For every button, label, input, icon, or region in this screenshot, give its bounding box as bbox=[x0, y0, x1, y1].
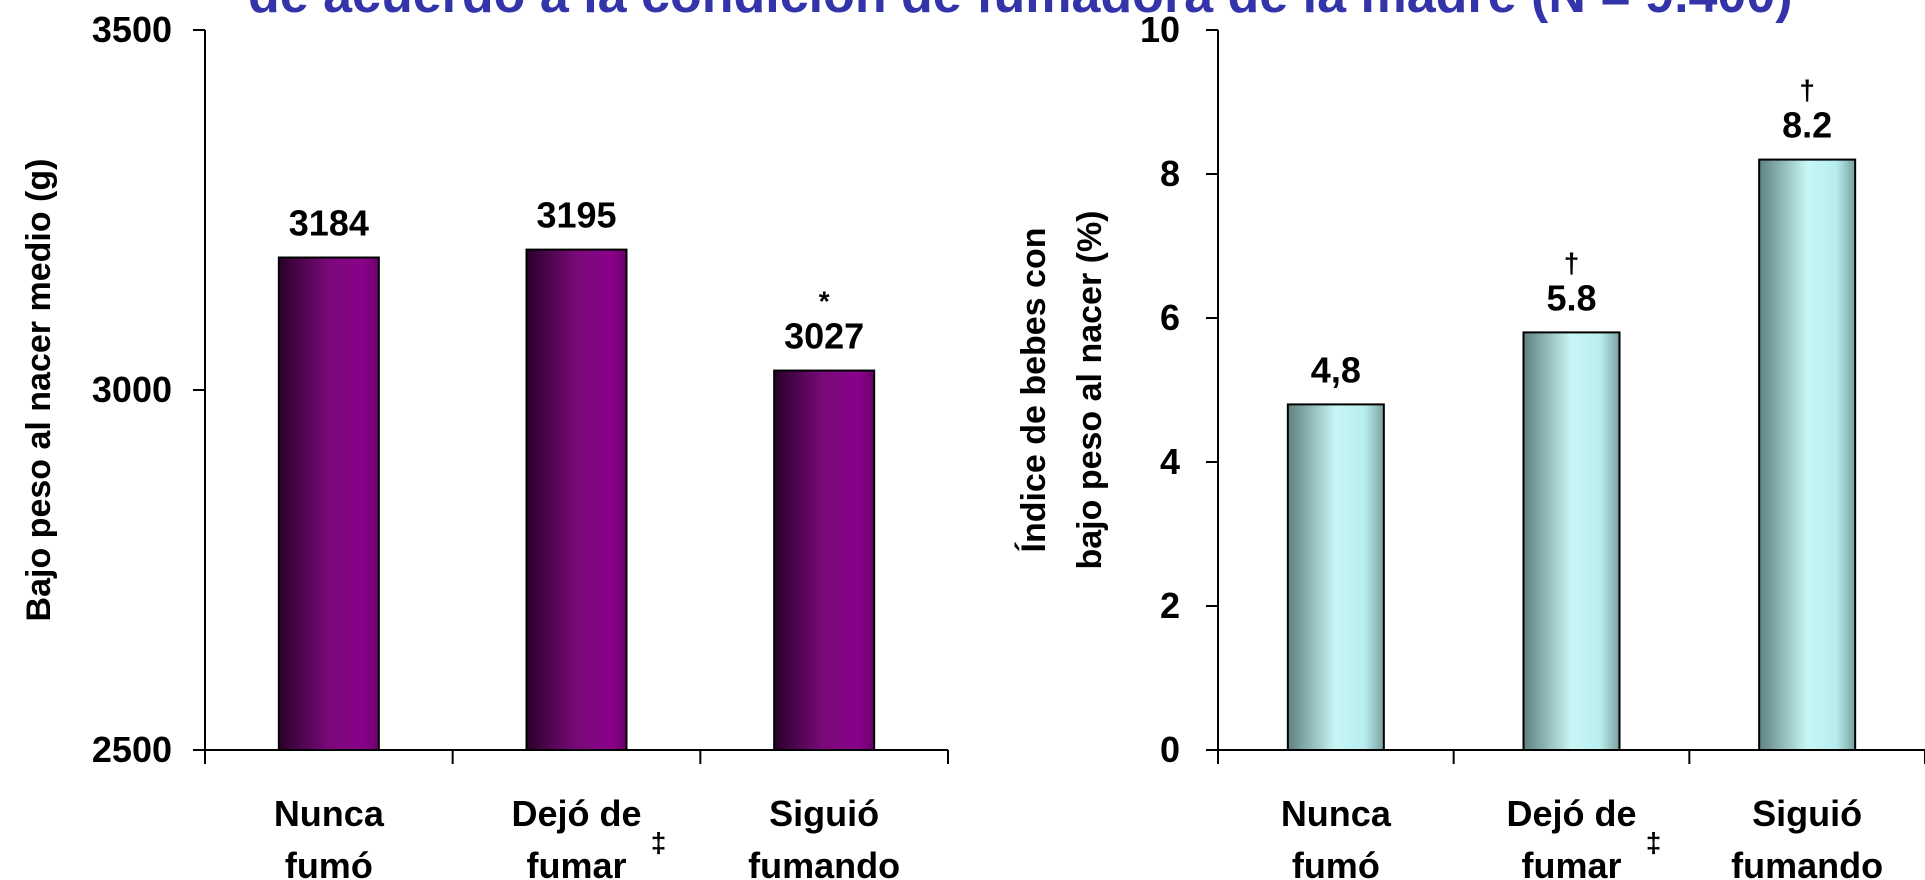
y-tick-label: 3000 bbox=[92, 369, 172, 410]
y-tick-label: 6 bbox=[1160, 297, 1180, 338]
y-axis-title: Índice de bebes con bbox=[1015, 228, 1053, 553]
bar bbox=[1286, 403, 1385, 751]
x-category-label: fumar bbox=[1521, 845, 1621, 880]
y-tick-label: 8 bbox=[1160, 153, 1180, 194]
bar bbox=[1758, 158, 1857, 752]
bar bbox=[525, 248, 628, 751]
bar-value-label: 4,8 bbox=[1311, 349, 1361, 390]
significance-mark: * bbox=[819, 286, 830, 317]
bar-value-label: 3027 bbox=[784, 316, 864, 357]
x-category-label: fumando bbox=[748, 845, 900, 880]
significance-mark: † bbox=[1564, 247, 1580, 278]
bar-value-label: 8.2 bbox=[1782, 105, 1832, 146]
bar-value-label: 3184 bbox=[289, 203, 369, 244]
chart-title: de acuerdo a la condición de fumadora de… bbox=[248, 0, 1793, 24]
y-tick-label: 2500 bbox=[92, 729, 172, 770]
x-category-label: fumó bbox=[1292, 845, 1380, 880]
chart-left: 2500 3000 3500 3184 Nunca fumó 3195 Dejó de fuma… bbox=[20, 9, 949, 880]
y-tick-label: 3500 bbox=[92, 9, 172, 50]
x-category-label: fumando bbox=[1731, 845, 1883, 880]
bar-value-label: 5.8 bbox=[1546, 277, 1596, 318]
significance-mark: † bbox=[1799, 75, 1815, 106]
y-tick-label: 2 bbox=[1160, 585, 1180, 626]
x-category-label: fumó bbox=[285, 845, 373, 880]
x-category-label: Siguió bbox=[1752, 793, 1862, 834]
x-category-label: Nunca bbox=[274, 793, 385, 834]
y-tick-label: 0 bbox=[1160, 729, 1180, 770]
x-category-label: fumar bbox=[526, 845, 626, 880]
x-category-label: Dejó de bbox=[1506, 793, 1636, 834]
bar-value-label: 3195 bbox=[536, 195, 616, 236]
y-axis-title: bajo peso al nacer (%) bbox=[1071, 211, 1109, 570]
category-mark: ‡ bbox=[1646, 827, 1662, 858]
x-category-label: Siguió bbox=[769, 793, 879, 834]
bar bbox=[773, 369, 876, 751]
category-mark: ‡ bbox=[651, 827, 667, 858]
bar bbox=[277, 256, 380, 751]
y-tick-label: 4 bbox=[1160, 441, 1180, 482]
y-axis-title: Bajo peso al nacer medio (g) bbox=[20, 159, 58, 622]
x-category-label: Nunca bbox=[1281, 793, 1392, 834]
x-category-label: Dejó de bbox=[511, 793, 641, 834]
bar bbox=[1522, 331, 1621, 751]
y-tick-label: 10 bbox=[1140, 9, 1180, 50]
